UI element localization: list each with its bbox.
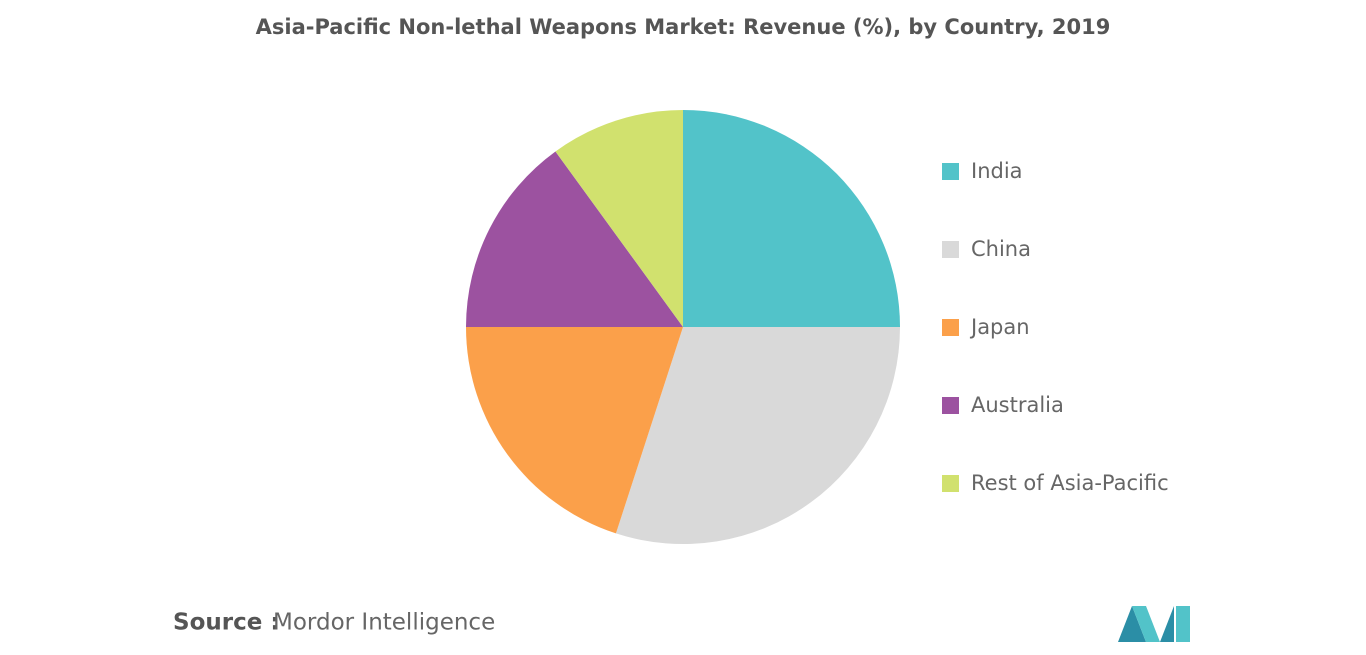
pie-slice [466, 151, 683, 327]
legend-swatch [942, 241, 959, 258]
pie-slice [683, 110, 900, 327]
legend-label: India [971, 159, 1023, 183]
source: Mordor Intelligence [273, 610, 495, 636]
pie-slice [466, 327, 683, 534]
chart-title: Asia-Pacific Non-lethal Weapons Market: … [256, 15, 1111, 39]
source-label: Source : [173, 610, 280, 636]
pie-slice [555, 110, 683, 327]
legend-label: China [971, 237, 1031, 261]
pie-slice [615, 327, 900, 544]
legend-label: Australia [971, 393, 1064, 417]
logo [1118, 606, 1190, 642]
legend-swatch [942, 319, 959, 336]
legend-label: Rest of Asia-Pacific [971, 471, 1169, 495]
legend-swatch [942, 163, 959, 180]
legend-swatch [942, 475, 959, 492]
legend-label: Japan [969, 315, 1030, 339]
legend-swatch [942, 397, 959, 414]
